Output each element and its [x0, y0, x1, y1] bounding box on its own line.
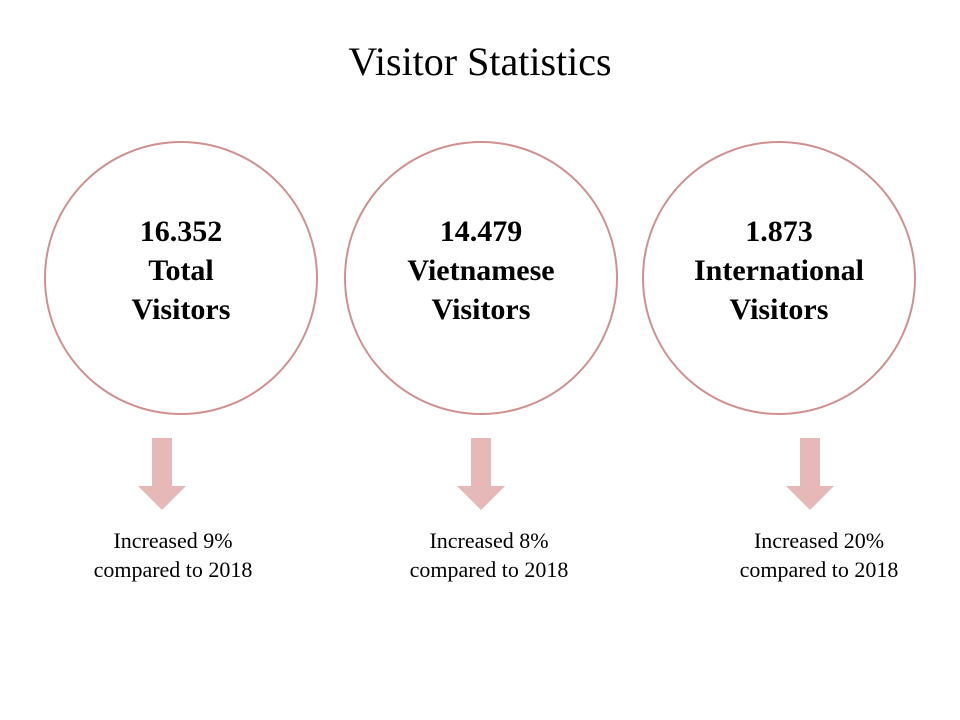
stat-note-line2: compared to 2018 [409, 557, 569, 582]
page-title: Visitor Statistics [348, 39, 612, 84]
stat-note-line2: compared to 2018 [739, 557, 899, 582]
stat-note-vietnamese: Increased 8% compared to 2018 [379, 526, 599, 584]
stat-value: 16.352 [139, 214, 223, 248]
stat-label-line1: International [693, 253, 864, 287]
down-arrow-icon [138, 438, 186, 510]
stat-label-line1: Vietnamese [407, 253, 555, 287]
stat-circle-international: 1.873 International Visitors [642, 141, 916, 415]
stat-note-line1: Increased 9% [113, 528, 233, 553]
stat-note-total: Increased 9% compared to 2018 [63, 526, 283, 584]
stat-label-line2: Visitors [131, 292, 231, 326]
stat-note-line1: Increased 20% [753, 528, 885, 553]
stat-label-line2: Visitors [431, 292, 531, 326]
stat-value: 14.479 [439, 214, 523, 248]
stat-note-line2: compared to 2018 [93, 557, 253, 582]
down-arrow-icon [457, 438, 505, 510]
stat-note-international: Increased 20% compared to 2018 [709, 526, 929, 584]
stat-circle-total: 16.352 Total Visitors [44, 141, 318, 415]
stat-circle-vietnamese: 14.479 Vietnamese Visitors [344, 141, 618, 415]
stat-label-line2: Visitors [729, 292, 829, 326]
stat-note-line1: Increased 8% [429, 528, 549, 553]
stat-value: 1.873 [745, 214, 813, 248]
stat-label-line1: Total [148, 253, 214, 287]
down-arrow-icon [786, 438, 834, 510]
